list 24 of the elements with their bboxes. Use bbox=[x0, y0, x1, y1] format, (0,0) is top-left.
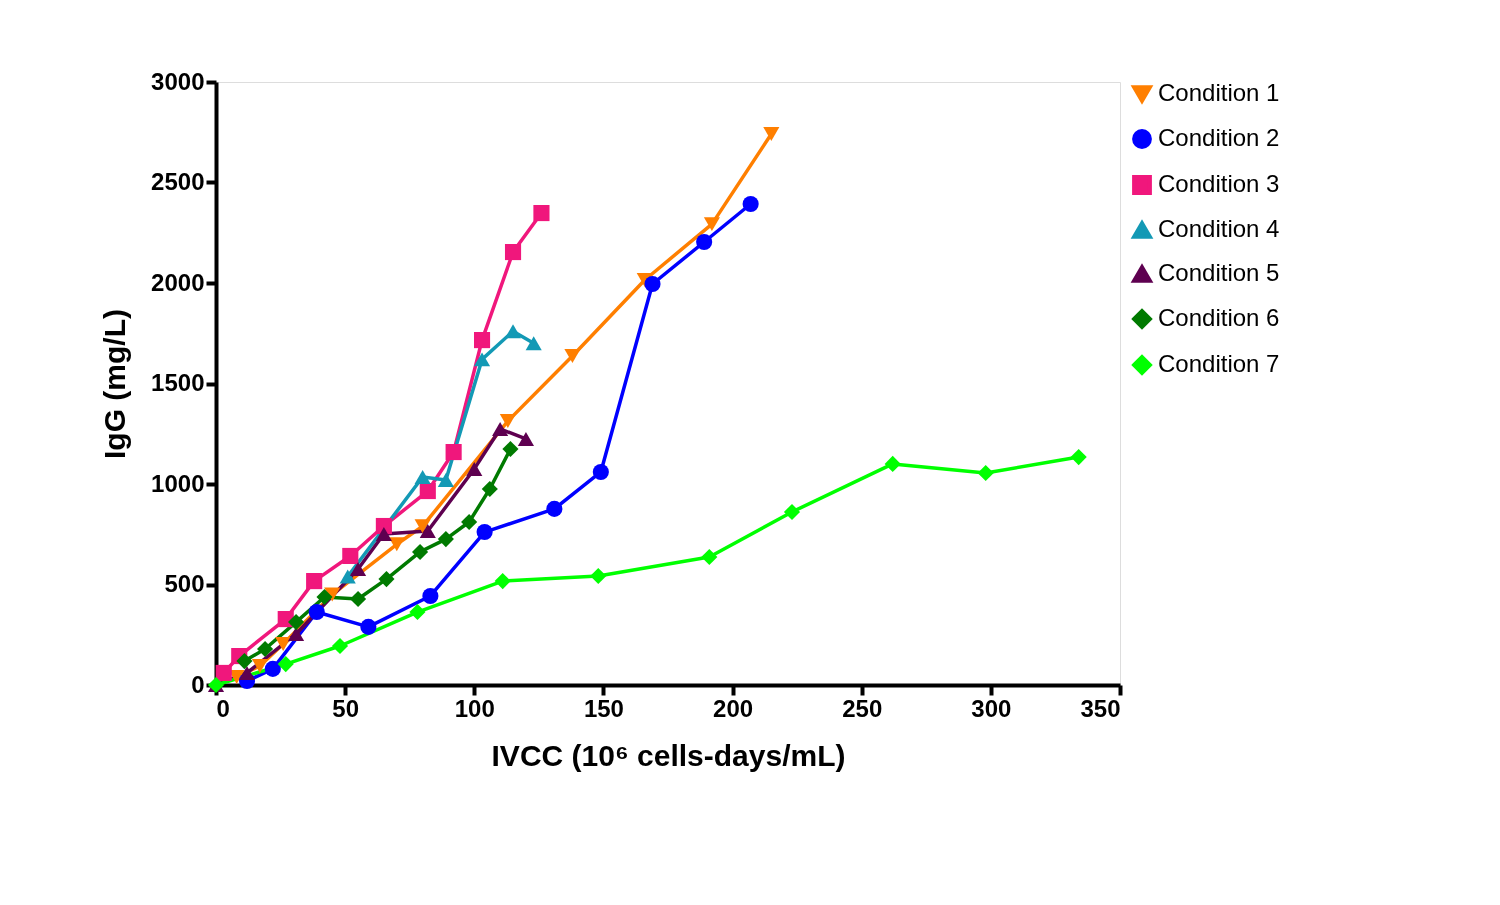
legend-label: Condition 1 bbox=[1158, 79, 1280, 106]
x-tick-label: 150 bbox=[583, 694, 624, 722]
legend-label: Condition 5 bbox=[1158, 259, 1280, 286]
y-tick-label: 500 bbox=[164, 570, 205, 597]
x-tick-label: 0 bbox=[216, 694, 230, 722]
y-axis-title: IgG (mg/L) bbox=[98, 309, 132, 459]
x-tick-label: 50 bbox=[332, 694, 359, 722]
legend-label: Condition 4 bbox=[1158, 215, 1280, 242]
legend-label: Condition 6 bbox=[1158, 304, 1280, 331]
x-tick-label: 350 bbox=[1080, 694, 1121, 722]
legend-label: Condition 7 bbox=[1158, 350, 1280, 377]
legend-label: Condition 2 bbox=[1158, 124, 1280, 151]
x-axis-title: IVCC (10⁶ cells-days/mL) bbox=[491, 738, 846, 772]
y-tick-label: 1500 bbox=[151, 369, 205, 396]
y-tick-label: 0 bbox=[191, 670, 205, 698]
x-tick-label: 250 bbox=[842, 694, 883, 722]
x-tick-label: 200 bbox=[713, 694, 754, 722]
x-tick-label: 100 bbox=[454, 694, 495, 722]
legend-label: Condition 3 bbox=[1158, 170, 1280, 197]
x-tick-label: 300 bbox=[971, 694, 1012, 722]
y-tick-label: 2000 bbox=[151, 268, 205, 296]
y-tick-label: 1000 bbox=[151, 469, 205, 497]
y-tick-label: 3000 bbox=[151, 67, 205, 95]
y-tick-label: 2500 bbox=[151, 168, 205, 195]
